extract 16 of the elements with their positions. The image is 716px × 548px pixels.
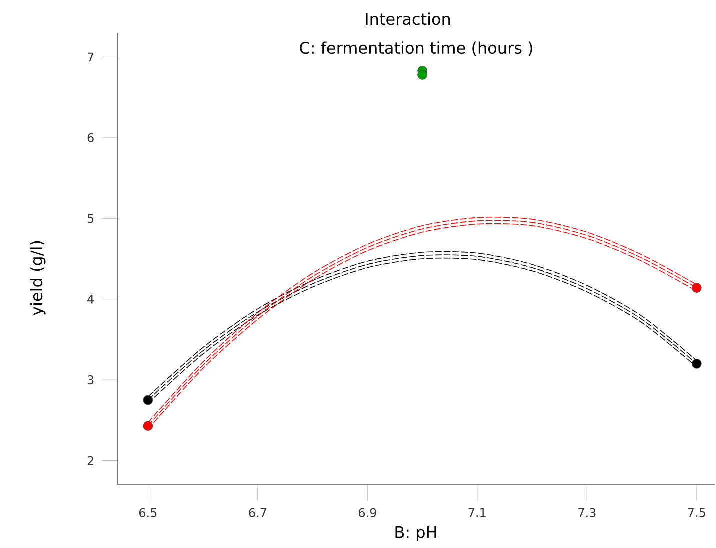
x-tick-label: 7.5 <box>688 508 706 518</box>
x-tick-label: 6.9 <box>358 508 376 518</box>
y-tick-label: 5 <box>88 214 94 224</box>
legend-title: C: fermentation time (hours ) <box>300 42 532 56</box>
y-tick-label: 4 <box>88 294 94 304</box>
y-tick-label: 7 <box>88 52 94 62</box>
chart-title: Interaction <box>366 12 450 26</box>
x-tick-label: 6.7 <box>249 508 266 518</box>
y-tick-label: 3 <box>88 376 94 385</box>
y-axis-title: yield (g/l) <box>30 241 46 316</box>
x-tick-label: 7.1 <box>468 508 486 518</box>
y-tick-label: 6 <box>88 133 94 142</box>
x-tick-label: 6.5 <box>139 508 157 518</box>
y-tick-label: 2 <box>88 456 94 466</box>
x-tick-label: 7.3 <box>578 508 596 518</box>
x-axis-title: B: pH <box>396 526 436 542</box>
